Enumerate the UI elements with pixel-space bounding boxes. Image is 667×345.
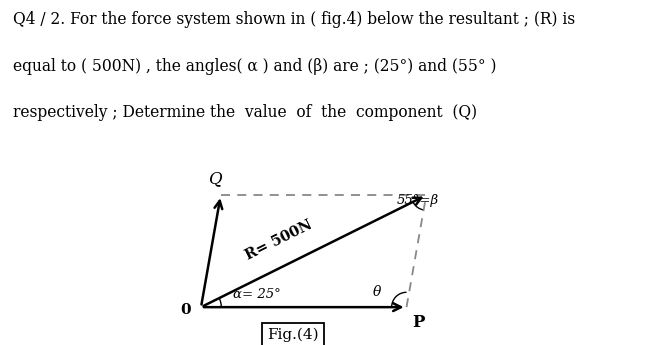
Text: 55°=β: 55°=β: [396, 194, 439, 207]
Text: equal to ( 500N) , the angles( α ) and (β) are ; (25°) and (55° ): equal to ( 500N) , the angles( α ) and (…: [13, 58, 497, 75]
Text: α= 25°: α= 25°: [233, 288, 281, 300]
Text: respectively ; Determine the  value  of  the  component  (Q): respectively ; Determine the value of th…: [13, 104, 478, 121]
Text: Fig.(4): Fig.(4): [267, 328, 319, 343]
Text: R= 500N: R= 500N: [243, 218, 315, 263]
Text: θ: θ: [373, 285, 381, 299]
Text: Q: Q: [209, 170, 222, 187]
Text: 0: 0: [181, 303, 191, 317]
Text: P: P: [412, 314, 425, 331]
Text: Q4 / 2. For the force system shown in ( fig.4) below the resultant ; (R) is: Q4 / 2. For the force system shown in ( …: [13, 11, 576, 28]
